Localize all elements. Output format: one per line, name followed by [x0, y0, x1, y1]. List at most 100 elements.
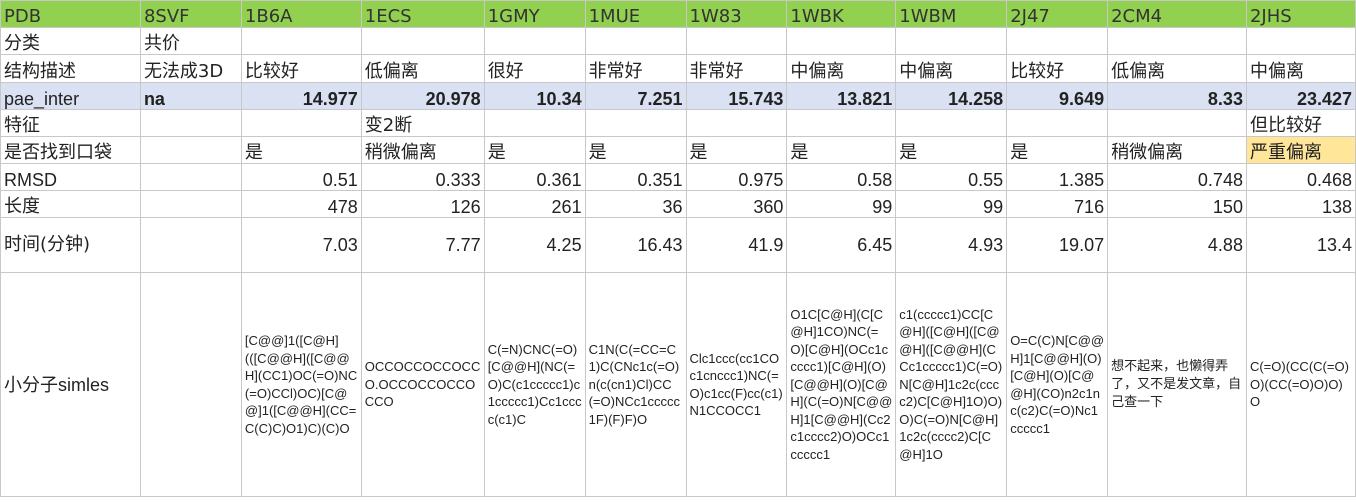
- cell[interactable]: C(=O)(CC(C(=O)O)(CC(=O)O)O)O: [1245, 272, 1356, 497]
- row-label[interactable]: 长度: [0, 190, 141, 218]
- cell[interactable]: 4.93: [895, 217, 1008, 273]
- cell[interactable]: 360: [685, 190, 788, 218]
- cell[interactable]: 0.55: [895, 163, 1008, 191]
- highlighted-cell[interactable]: 严重偏离: [1245, 136, 1356, 164]
- cell[interactable]: 低偏离: [360, 54, 485, 83]
- cell[interactable]: 中偏离: [786, 54, 897, 83]
- cell[interactable]: C(=N)CNC(=O)[C@@H](NC(=O)C(c1ccccc1)c1cc…: [483, 272, 586, 497]
- cell[interactable]: 无法成3D: [139, 54, 242, 83]
- cell[interactable]: 138: [1245, 190, 1356, 218]
- cell[interactable]: 比较好: [240, 54, 362, 83]
- cell[interactable]: 15.743: [685, 82, 788, 110]
- cell[interactable]: 非常好: [584, 54, 687, 83]
- cell[interactable]: C1N(C(=CC=C1)C(CNc1c(=O)n(c(cn1)Cl)CC(=O…: [584, 272, 687, 497]
- row-label[interactable]: pae_inter: [0, 82, 141, 110]
- cell[interactable]: [685, 27, 788, 55]
- cell[interactable]: [240, 27, 362, 55]
- cell[interactable]: 是: [584, 136, 687, 164]
- cell[interactable]: 0.748: [1107, 163, 1247, 191]
- cell[interactable]: 7.77: [360, 217, 485, 273]
- cell[interactable]: [685, 109, 788, 137]
- cell[interactable]: 99: [786, 190, 897, 218]
- row-label[interactable]: RMSD: [0, 163, 141, 191]
- cell[interactable]: 1.385: [1006, 163, 1109, 191]
- cell[interactable]: [786, 27, 897, 55]
- cell[interactable]: 13.821: [786, 82, 897, 110]
- cell[interactable]: na: [139, 82, 242, 110]
- header-cell[interactable]: 2JHS: [1245, 0, 1356, 28]
- cell[interactable]: Clc1ccc(cc1COc1cnccc1)NC(=O)c1cc(F)cc(c1…: [685, 272, 788, 497]
- cell[interactable]: 716: [1006, 190, 1109, 218]
- cell[interactable]: O=C(C)N[C@@H]1[C@@H](O)[C@H](O)[C@@H](CO…: [1006, 272, 1109, 497]
- cell[interactable]: [139, 217, 242, 273]
- cell[interactable]: 7.251: [584, 82, 687, 110]
- cell[interactable]: [584, 27, 687, 55]
- cell[interactable]: [584, 109, 687, 137]
- cell[interactable]: 非常好: [685, 54, 788, 83]
- cell[interactable]: [139, 163, 242, 191]
- header-cell[interactable]: 1WBK: [786, 0, 897, 28]
- cell[interactable]: OCCOCCOCCOCCO.OCCOCCOCCOCCO: [360, 272, 485, 497]
- cell[interactable]: 23.427: [1245, 82, 1356, 110]
- cell[interactable]: 9.649: [1006, 82, 1109, 110]
- header-cell[interactable]: 1ECS: [360, 0, 485, 28]
- cell[interactable]: 478: [240, 190, 362, 218]
- header-cell[interactable]: 1W83: [685, 0, 788, 28]
- cell[interactable]: 16.43: [584, 217, 687, 273]
- cell[interactable]: 4.88: [1107, 217, 1247, 273]
- cell[interactable]: 13.4: [1245, 217, 1356, 273]
- cell[interactable]: 41.9: [685, 217, 788, 273]
- cell[interactable]: [C@@]1([C@H](([C@@H]([C@@H](CC1)OC(=O)NC…: [240, 272, 362, 497]
- cell[interactable]: [895, 109, 1008, 137]
- header-cell[interactable]: 1GMY: [483, 0, 586, 28]
- cell[interactable]: 0.333: [360, 163, 485, 191]
- header-cell[interactable]: PDB: [0, 0, 141, 28]
- cell[interactable]: [1006, 27, 1109, 55]
- cell[interactable]: 14.258: [895, 82, 1008, 110]
- cell[interactable]: [1107, 109, 1247, 137]
- cell[interactable]: [895, 27, 1008, 55]
- header-cell[interactable]: 1MUE: [584, 0, 687, 28]
- cell[interactable]: c1(ccccc1)CC[C@H]([C@H]([C@@H]([C@@H](CC…: [895, 272, 1008, 497]
- cell[interactable]: 7.03: [240, 217, 362, 273]
- cell[interactable]: 10.34: [483, 82, 586, 110]
- row-label[interactable]: 结构描述: [0, 54, 141, 83]
- cell[interactable]: 想不起来，也懒得弄了，又不是发文章，自己查一下: [1107, 272, 1247, 497]
- cell[interactable]: 6.45: [786, 217, 897, 273]
- cell[interactable]: 14.977: [240, 82, 362, 110]
- row-label[interactable]: 小分子simles: [0, 272, 141, 497]
- cell[interactable]: O1C[C@H](C[C@H]1CO)NC(=O)[C@H](OCc1ccccc…: [786, 272, 897, 497]
- cell[interactable]: [139, 136, 242, 164]
- cell[interactable]: [1107, 27, 1247, 55]
- cell[interactable]: 变2断: [360, 109, 485, 137]
- cell[interactable]: 261: [483, 190, 586, 218]
- cell[interactable]: [139, 272, 242, 497]
- cell[interactable]: 中偏离: [895, 54, 1008, 83]
- row-label[interactable]: 时间(分钟): [0, 217, 141, 273]
- cell[interactable]: 是: [483, 136, 586, 164]
- cell[interactable]: [360, 27, 485, 55]
- header-cell[interactable]: 2J47: [1006, 0, 1109, 28]
- header-cell[interactable]: 2CM4: [1107, 0, 1247, 28]
- cell[interactable]: 36: [584, 190, 687, 218]
- cell[interactable]: 低偏离: [1107, 54, 1247, 83]
- cell[interactable]: [483, 109, 586, 137]
- cell[interactable]: [240, 109, 362, 137]
- cell[interactable]: [483, 27, 586, 55]
- cell[interactable]: 是: [895, 136, 1008, 164]
- cell[interactable]: [1006, 109, 1109, 137]
- header-cell[interactable]: 8SVF: [139, 0, 242, 28]
- cell[interactable]: 稍微偏离: [360, 136, 485, 164]
- cell[interactable]: 0.361: [483, 163, 586, 191]
- cell[interactable]: 是: [240, 136, 362, 164]
- cell[interactable]: 0.351: [584, 163, 687, 191]
- cell[interactable]: 是: [1006, 136, 1109, 164]
- cell[interactable]: 20.978: [360, 82, 485, 110]
- cell[interactable]: 是: [685, 136, 788, 164]
- cell[interactable]: 150: [1107, 190, 1247, 218]
- cell[interactable]: 中偏离: [1245, 54, 1356, 83]
- row-label[interactable]: 是否找到口袋: [0, 136, 141, 164]
- cell[interactable]: [786, 109, 897, 137]
- cell[interactable]: 比较好: [1006, 54, 1109, 83]
- cell[interactable]: 0.468: [1245, 163, 1356, 191]
